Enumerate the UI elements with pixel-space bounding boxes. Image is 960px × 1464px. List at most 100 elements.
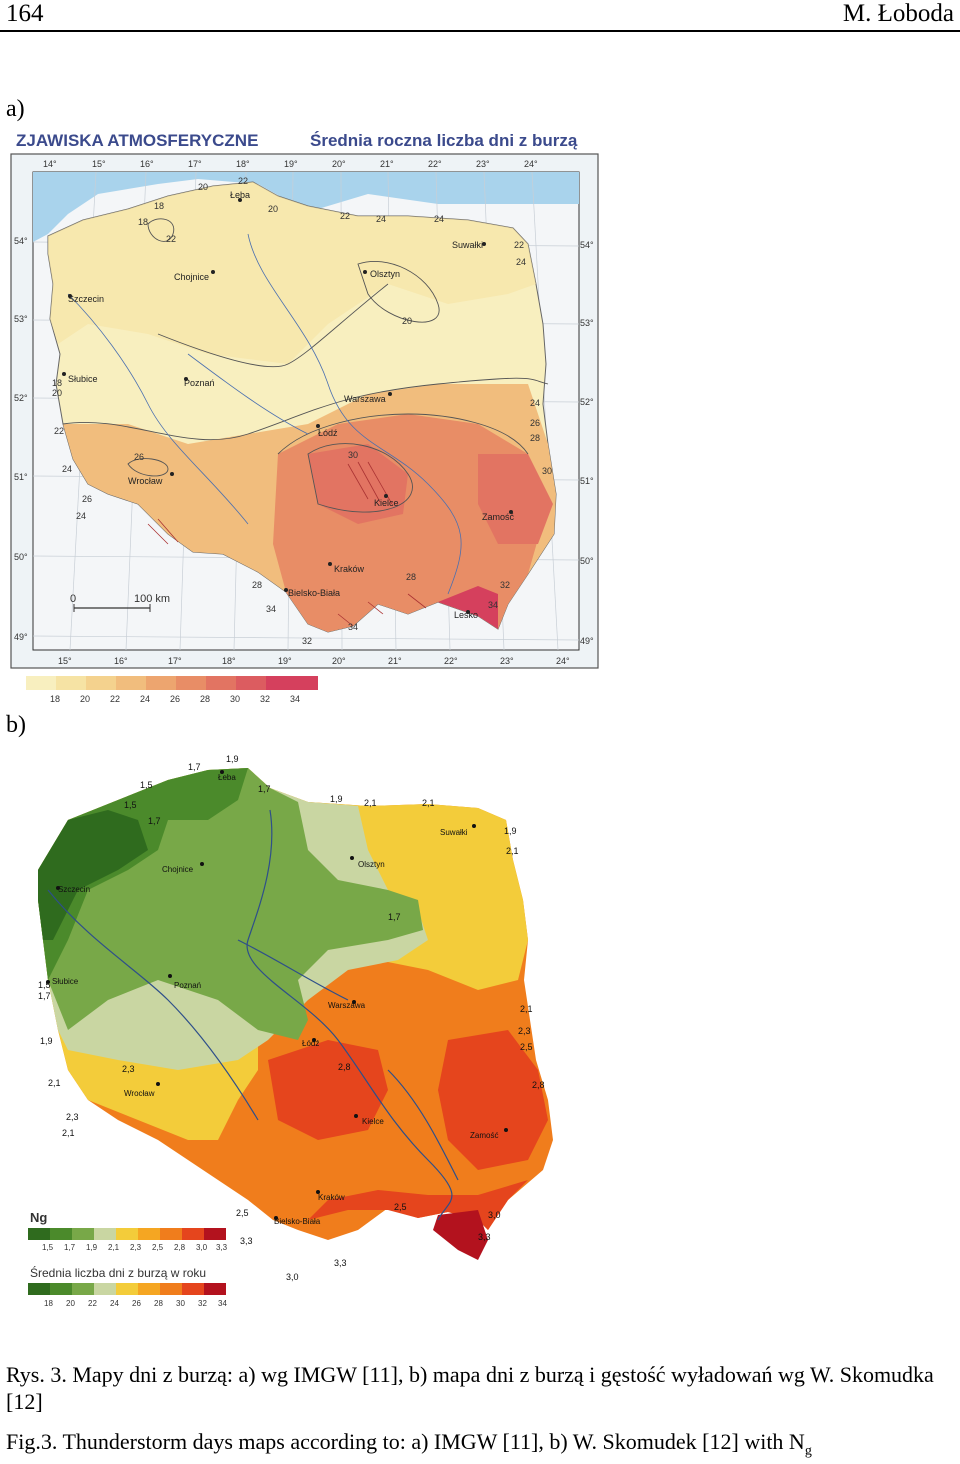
lat-tick-right: 49° bbox=[580, 636, 594, 646]
isolines bbox=[62, 218, 549, 513]
legend-days-swatch bbox=[116, 1283, 138, 1295]
lat-tick: 52° bbox=[14, 393, 28, 403]
legend-days-value: 30 bbox=[176, 1299, 185, 1308]
svg-text:2,1: 2,1 bbox=[520, 1004, 533, 1014]
legend-days-value: 28 bbox=[154, 1299, 163, 1308]
legend-value: 20 bbox=[80, 694, 90, 704]
svg-text:1,7: 1,7 bbox=[258, 784, 271, 794]
legend-swatch bbox=[56, 676, 86, 690]
legend-days-swatch bbox=[182, 1283, 204, 1295]
svg-text:1,7: 1,7 bbox=[188, 762, 201, 772]
lat-tick-right: 52° bbox=[580, 397, 594, 407]
city-lodz-b: Łódź bbox=[302, 1039, 319, 1048]
svg-text:22: 22 bbox=[54, 426, 64, 436]
legend-days-swatch bbox=[138, 1283, 160, 1295]
legend-days-value: 22 bbox=[88, 1299, 97, 1308]
panel-b-map: Łeba Suwałki Chojnice Olsztyn Szczecin S… bbox=[28, 754, 553, 1308]
caption-en-text: Fig.3. Thunderstorm days maps according … bbox=[6, 1429, 805, 1454]
city-olsztyn: Olsztyn bbox=[370, 269, 400, 279]
lat-tick-right: 53° bbox=[580, 318, 594, 328]
zone-red-kielce bbox=[268, 1040, 388, 1140]
lon-tick-top: 15° bbox=[92, 159, 106, 169]
legend-ng-value: 2,1 bbox=[108, 1243, 120, 1252]
lon-tick-top: 21° bbox=[380, 159, 394, 169]
caption-en-sub: g bbox=[804, 1443, 812, 1459]
zone-30-east bbox=[478, 454, 553, 544]
svg-text:18: 18 bbox=[52, 378, 62, 388]
svg-text:32: 32 bbox=[302, 636, 312, 646]
legend-swatch bbox=[236, 676, 266, 690]
city-wroclaw: Wrocław bbox=[128, 476, 163, 486]
svg-text:30: 30 bbox=[542, 466, 552, 476]
city-warszawa: Warszawa bbox=[344, 394, 386, 404]
legend-swatch bbox=[146, 676, 176, 690]
svg-text:1,7: 1,7 bbox=[148, 816, 161, 826]
legend-ng-value: 1,7 bbox=[64, 1243, 76, 1252]
legend-ng-value: 1,5 bbox=[42, 1243, 54, 1252]
ng-values: 1,71,91,5 1,51,71,7 1,9 2,1 2,1 1,92,11,7 … bbox=[38, 754, 545, 1282]
svg-text:22: 22 bbox=[238, 176, 248, 186]
city-zamosc-b: Zamość bbox=[470, 1131, 498, 1140]
legend-days: 18 20 22 24 26 28 30 32 34 bbox=[28, 1283, 227, 1308]
svg-text:2,5: 2,5 bbox=[520, 1042, 533, 1052]
legend-ng-swatch bbox=[50, 1228, 72, 1240]
svg-text:24: 24 bbox=[76, 511, 86, 521]
legend-days-value: 24 bbox=[110, 1299, 119, 1308]
zone-30-kielce bbox=[308, 444, 408, 524]
city-lodz: Łódź bbox=[318, 428, 338, 438]
city-poznan-b: Poznań bbox=[174, 981, 201, 990]
svg-text:26: 26 bbox=[82, 494, 92, 504]
rivers bbox=[67, 233, 462, 595]
scale-label: 100 km bbox=[134, 593, 170, 605]
svg-text:20: 20 bbox=[402, 316, 412, 326]
city-chojnice: Chojnice bbox=[174, 272, 209, 282]
svg-text:22: 22 bbox=[166, 234, 176, 244]
legend-days-swatch bbox=[50, 1283, 72, 1295]
scale-bar: 0 100 km bbox=[70, 593, 170, 612]
legend-ng-swatch bbox=[160, 1228, 182, 1240]
svg-text:18: 18 bbox=[138, 217, 148, 227]
panel-a-title-left: ZJAWISKA ATMOSFERYCZNE bbox=[16, 131, 258, 150]
legend-days-swatch bbox=[72, 1283, 94, 1295]
legend-ng-swatch bbox=[116, 1228, 138, 1240]
svg-text:2,1: 2,1 bbox=[364, 798, 377, 808]
svg-text:1,5: 1,5 bbox=[38, 980, 51, 990]
svg-text:24: 24 bbox=[62, 464, 72, 474]
lon-tick-top: 18° bbox=[236, 159, 250, 169]
legend-days-value: 18 bbox=[44, 1299, 53, 1308]
city-wroclaw-b: Wrocław bbox=[124, 1089, 155, 1098]
city-warszawa-b: Warszawa bbox=[328, 1001, 366, 1010]
svg-text:22: 22 bbox=[340, 211, 350, 221]
svg-text:22: 22 bbox=[514, 240, 524, 250]
legend-ng: 1,5 1,7 1,9 2,1 2,3 2,5 2,8 3,0 3,3 bbox=[28, 1228, 228, 1252]
city-zamosc: Zamość bbox=[482, 512, 515, 522]
svg-text:2,1: 2,1 bbox=[506, 846, 519, 856]
lon-tick-bottom: 18° bbox=[222, 656, 236, 666]
legend-swatch bbox=[116, 676, 146, 690]
city-chojnice-b: Chojnice bbox=[162, 865, 194, 874]
legend-value: 30 bbox=[230, 694, 240, 704]
legend-ng-swatch bbox=[204, 1228, 226, 1240]
legend-value: 18 bbox=[50, 694, 60, 704]
svg-text:1,7: 1,7 bbox=[388, 912, 401, 922]
city-suwalki: Suwałki bbox=[452, 240, 483, 250]
svg-text:3,3: 3,3 bbox=[478, 1232, 491, 1242]
lon-tick-bottom: 22° bbox=[444, 656, 458, 666]
city-kielce: Kielce bbox=[374, 498, 399, 508]
lon-tick-top: 16° bbox=[140, 159, 154, 169]
scale-zero: 0 bbox=[70, 593, 76, 605]
lon-tick-bottom: 15° bbox=[58, 656, 72, 666]
legend-swatch bbox=[296, 676, 318, 690]
lon-tick-top: 23° bbox=[476, 159, 490, 169]
lon-tick-top: 14° bbox=[43, 159, 57, 169]
lat-tick: 54° bbox=[14, 236, 28, 246]
legend-ng-value: 3,0 bbox=[196, 1243, 208, 1252]
lon-tick-bottom: 17° bbox=[168, 656, 182, 666]
svg-text:20: 20 bbox=[268, 204, 278, 214]
svg-text:2,8: 2,8 bbox=[532, 1080, 545, 1090]
zone-darkestgreen bbox=[38, 810, 148, 940]
hatched-areas bbox=[147, 461, 427, 627]
legend-swatch bbox=[266, 676, 296, 690]
svg-text:24: 24 bbox=[434, 214, 444, 224]
